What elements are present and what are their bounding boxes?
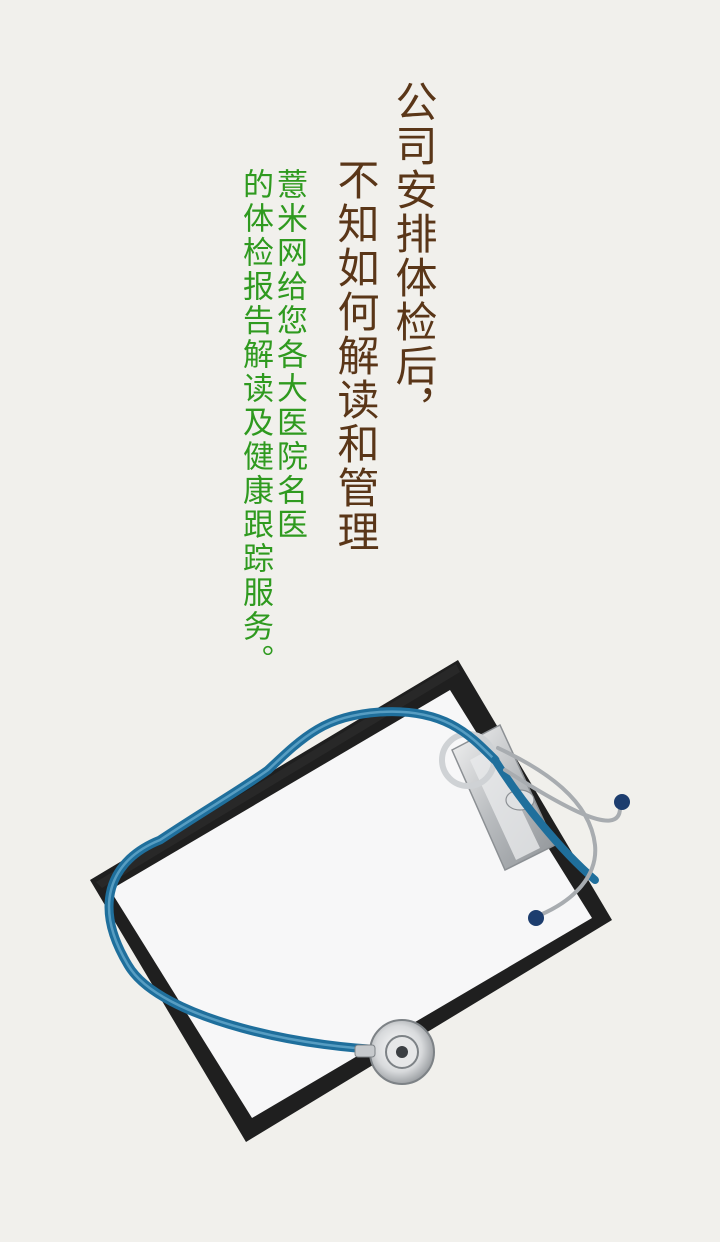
medical-illustration [90,660,630,1142]
clipboard-icon [90,660,612,1142]
headline-line-2: 不知如何解读和管理 [331,158,380,554]
stethoscope-icon [104,707,630,1085]
subtext-line-2: 的体检报告解读及健康跟踪服务。 [237,168,273,678]
headline-line-1: 公司安排体检后， [389,80,438,432]
subtext-line-1: 薏米网给您各大医院名医 [271,168,307,542]
